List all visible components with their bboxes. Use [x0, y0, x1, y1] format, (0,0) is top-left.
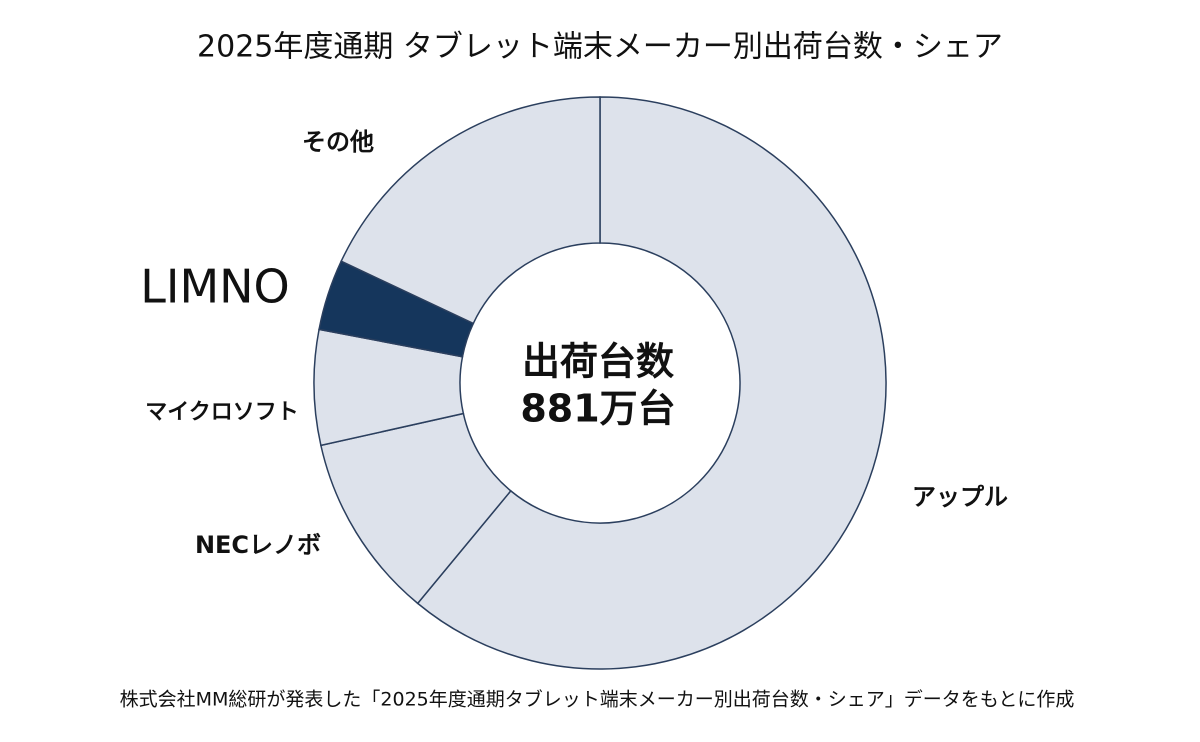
donut-slice [340, 96, 601, 325]
center-label: 出荷台数 [522, 340, 674, 384]
slice-label: LIMNO [140, 260, 290, 314]
slice-label: NECレノボ [195, 531, 321, 559]
donut-slice [416, 96, 887, 670]
slice-label: アップル [912, 483, 1008, 511]
center-label: 881万台 [520, 387, 675, 431]
chart-title: 2025年度通期 タブレット端末メーカー別出荷台数・シェア [197, 30, 1003, 65]
slice-label: その他 [302, 128, 374, 156]
slice-label: マイクロソフト [145, 400, 299, 425]
source-note: 株式会社MM総研が発表した「2025年度通期タブレット端末メーカー別出荷台数・シ… [120, 688, 1075, 711]
